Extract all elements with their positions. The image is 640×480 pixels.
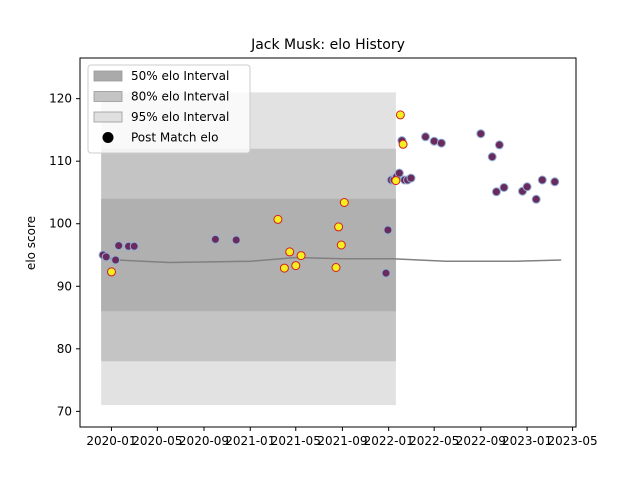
post-match-point-yellow (334, 222, 344, 232)
post-match-point-dark (101, 252, 111, 262)
post-match-point-dark (491, 187, 501, 197)
x-tick-label: 2022-05 (409, 434, 459, 448)
axes: 7080901001101202020-012020-052020-092021… (49, 57, 598, 448)
post-match-point-dark (476, 129, 486, 139)
y-tick-label: 80 (57, 342, 72, 356)
post-match-point-dark (436, 138, 446, 148)
post-match-point-dark (537, 175, 547, 185)
post-match-point-dark (499, 183, 509, 192)
plot-frame (79, 57, 577, 428)
x-tick-label: 2023-05 (548, 434, 598, 448)
post-match-point-dark (494, 140, 504, 150)
x-tick-label: 2021-09 (317, 434, 367, 448)
post-match-point-dark (522, 182, 532, 192)
post-match-point-yellow (273, 214, 283, 224)
post-match-point-dark (111, 255, 121, 265)
legend-label: Post Match elo (131, 131, 218, 145)
post-match-point-dark (550, 177, 560, 187)
legend: 50% elo Interval 80% elo Interval 95% elo … (87, 64, 251, 154)
post-match-point-dark (114, 241, 124, 251)
legend-label: 80% elo Interval (131, 90, 229, 104)
post-match-point-dark (421, 132, 430, 142)
interval-bands (101, 92, 396, 406)
post-match-points (98, 110, 560, 278)
y-tick-label: 90 (57, 279, 72, 293)
x-tick-label: 2022-01 (364, 434, 414, 448)
post-match-point-dark (383, 225, 393, 235)
legend-swatch (93, 70, 123, 82)
y-tick-label: 120 (49, 92, 72, 106)
x-tick-label: 2020-09 (179, 434, 229, 448)
post-match-point-yellow (395, 110, 405, 120)
y-tick-label: 70 (57, 404, 72, 418)
post-match-point-yellow (339, 198, 349, 207)
x-tick-label: 2020-01 (86, 434, 136, 448)
post-match-point-yellow (398, 139, 408, 149)
legend-label: 50% elo Interval (131, 69, 229, 83)
x-tick-label: 2021-05 (271, 434, 321, 448)
post-match-point-yellow (285, 247, 295, 257)
x-tick-label: 2021-01 (225, 434, 275, 448)
center-line-layer (101, 255, 562, 264)
y-tick-label: 100 (49, 217, 72, 231)
chart-title: Jack Musk: elo History (250, 37, 405, 53)
x-tick-label: 2023-01 (502, 434, 552, 448)
post-match-point-yellow (291, 261, 301, 271)
post-match-point-yellow (391, 176, 401, 186)
post-match-point-yellow (279, 263, 289, 273)
legend-swatch (93, 91, 123, 102)
legend-box (87, 64, 251, 154)
legend-marker (102, 132, 114, 143)
post-match-point-dark (406, 173, 416, 183)
legend-swatch (93, 111, 123, 123)
post-match-point-yellow (336, 240, 346, 250)
post-match-point-dark (231, 235, 241, 245)
post-match-point-yellow (331, 263, 341, 272)
post-match-point-dark (210, 234, 220, 244)
legend-label: 95% elo Interval (131, 110, 229, 124)
x-tick-label: 2022-09 (456, 434, 506, 448)
post-match-point-dark (381, 268, 391, 278)
post-match-point-yellow (107, 267, 116, 277)
y-axis-title: elo score (24, 216, 38, 270)
post-match-point-yellow (296, 251, 306, 261)
y-tick-label: 110 (49, 154, 72, 168)
post-match-point-dark (129, 241, 139, 251)
center-line (101, 255, 562, 264)
post-match-point-dark (487, 152, 497, 162)
post-match-point-dark (394, 168, 404, 178)
post-match-point-dark (531, 194, 541, 204)
interval-band-3 (101, 198, 396, 312)
x-tick-label: 2020-05 (132, 434, 182, 448)
